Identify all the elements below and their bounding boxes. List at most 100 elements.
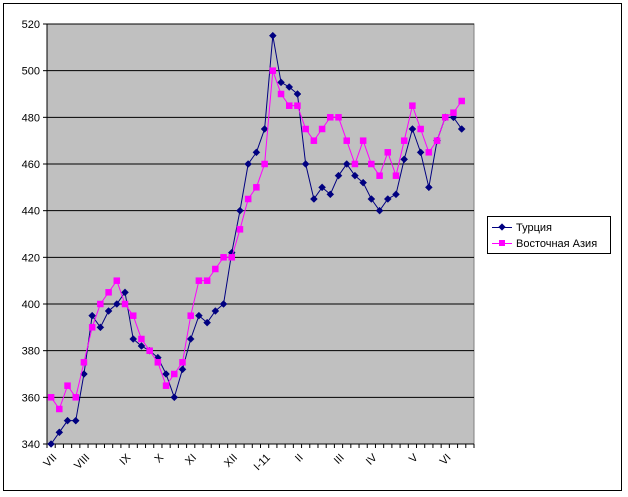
- data-point: [359, 137, 367, 144]
- data-point: [269, 67, 277, 74]
- data-point: [56, 405, 63, 413]
- data-point: [104, 307, 113, 315]
- data-point: [400, 155, 409, 164]
- data-point: [384, 149, 392, 156]
- x-tick-label: VI: [438, 452, 454, 468]
- data-point: [277, 78, 285, 87]
- data-point: [376, 172, 383, 179]
- y-tick-label: 360: [22, 392, 40, 404]
- data-point: [129, 312, 137, 319]
- data-point: [318, 125, 326, 133]
- data-point: [186, 335, 195, 343]
- data-point: [408, 125, 417, 133]
- data-point: [417, 125, 424, 133]
- data-point: [179, 359, 186, 366]
- data-point: [146, 347, 153, 354]
- plot-area: [46, 23, 475, 445]
- data-point: [326, 190, 335, 199]
- y-tick-label: 520: [22, 19, 40, 31]
- y-tick-label: 420: [22, 252, 40, 264]
- data-point: [285, 83, 294, 91]
- y-tick-label: 340: [22, 439, 40, 451]
- data-point: [375, 206, 384, 215]
- data-point: [409, 102, 416, 109]
- x-tick-label: I-11: [252, 452, 273, 473]
- x-tick-label: X: [153, 451, 167, 465]
- x-tick-label: VII: [41, 452, 59, 470]
- data-point: [260, 125, 269, 133]
- data-point: [367, 195, 376, 203]
- legend-label: Восточная Азия: [516, 238, 598, 250]
- data-point: [55, 428, 64, 437]
- y-tick-label: 500: [22, 66, 40, 78]
- x-tick-label: II: [293, 452, 306, 465]
- data-point: [211, 307, 220, 315]
- data-point: [97, 300, 104, 308]
- data-point: [318, 183, 326, 192]
- data-point: [113, 277, 121, 284]
- data-point: [170, 393, 179, 402]
- x-tick-label: VIII: [72, 452, 92, 472]
- data-point: [63, 416, 72, 425]
- data-point: [458, 97, 465, 105]
- data-point: [392, 190, 400, 199]
- data-point: [72, 394, 79, 401]
- data-point: [162, 370, 170, 378]
- data-point: [383, 195, 392, 203]
- data-point: [162, 382, 170, 389]
- data-point: [368, 160, 375, 168]
- data-point: [178, 365, 187, 374]
- x-tick-label: XII: [222, 452, 240, 470]
- data-point: [236, 226, 244, 233]
- data-point: [359, 178, 367, 187]
- data-point: [121, 288, 129, 297]
- legend-item-series-2: Восточная Азия: [492, 237, 597, 251]
- data-point: [301, 160, 310, 168]
- y-tick-label: 440: [22, 206, 40, 218]
- y-tick-label: 400: [22, 299, 40, 311]
- data-point: [228, 254, 236, 261]
- data-point: [442, 114, 449, 121]
- x-tick-label: XI: [183, 452, 199, 468]
- data-point: [203, 277, 211, 284]
- data-point: [342, 160, 351, 168]
- x-tick-label: III: [332, 452, 347, 467]
- legend-marker-diamond: [492, 222, 512, 234]
- data-point: [351, 171, 359, 180]
- data-point: [450, 109, 457, 116]
- data-point: [334, 171, 343, 180]
- data-point: [277, 90, 285, 98]
- data-point: [195, 311, 203, 320]
- data-point: [47, 440, 55, 448]
- data-point: [252, 148, 261, 157]
- data-point: [64, 382, 71, 389]
- data-point: [310, 195, 318, 203]
- data-point: [327, 114, 334, 121]
- data-point: [138, 335, 145, 343]
- chart-legend: Турция Восточная Азия: [487, 216, 611, 254]
- data-point: [219, 300, 228, 308]
- data-point: [425, 149, 433, 156]
- data-point: [253, 184, 260, 191]
- legend-item-series-1: Турция: [492, 221, 552, 235]
- data-point: [416, 148, 425, 157]
- data-point: [88, 324, 96, 331]
- y-tick-label: 480: [22, 112, 40, 124]
- data-point: [212, 265, 219, 273]
- x-tick-label: IX: [118, 451, 134, 467]
- data-point: [129, 335, 138, 343]
- data-point: [294, 102, 301, 109]
- data-point: [137, 342, 146, 350]
- y-tick-label: 460: [22, 159, 40, 171]
- data-point: [285, 102, 293, 109]
- data-point: [88, 311, 97, 320]
- data-point: [195, 277, 203, 284]
- x-tick-label: V: [407, 451, 421, 465]
- data-point: [236, 206, 244, 215]
- data-point: [244, 160, 253, 168]
- data-point: [392, 172, 400, 179]
- data-point: [335, 114, 342, 121]
- data-point: [433, 137, 441, 144]
- data-point: [154, 359, 162, 366]
